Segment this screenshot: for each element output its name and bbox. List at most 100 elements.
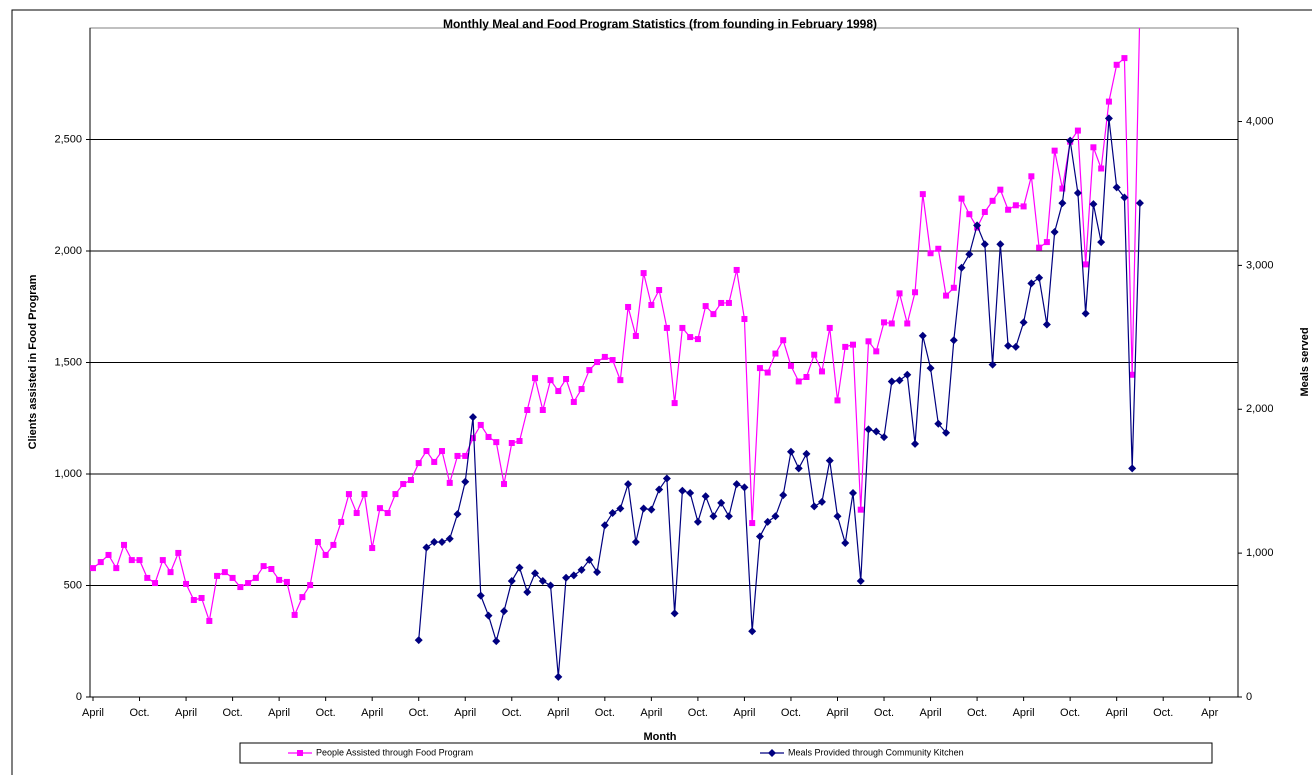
marker [1081, 309, 1090, 318]
marker [717, 498, 726, 507]
marker [918, 331, 927, 340]
marker [190, 596, 197, 603]
marker [648, 301, 655, 308]
marker [1129, 371, 1136, 378]
marker [1027, 279, 1036, 288]
marker [826, 324, 833, 331]
series-line [418, 118, 1141, 677]
marker [786, 447, 795, 456]
marker [732, 480, 741, 489]
marker [477, 421, 484, 428]
marker [880, 433, 889, 442]
marker [546, 581, 555, 590]
marker [128, 557, 135, 564]
marker [632, 332, 639, 339]
marker [1082, 261, 1089, 268]
marker [415, 460, 422, 467]
marker [1121, 55, 1128, 62]
marker [492, 637, 501, 646]
marker [655, 485, 664, 494]
marker [400, 481, 407, 488]
marker [330, 541, 337, 548]
marker [1036, 244, 1043, 251]
marker [392, 491, 399, 498]
marker [539, 406, 546, 413]
marker [1137, 3, 1143, 9]
x-tick-label: Oct. [595, 707, 615, 719]
marker [198, 594, 205, 601]
marker [531, 569, 540, 578]
x-tick-label: Oct. [874, 707, 894, 719]
marker [763, 517, 772, 526]
marker [996, 240, 1005, 249]
marker [957, 263, 966, 272]
marker [600, 521, 609, 530]
marker [554, 672, 563, 681]
marker [624, 480, 633, 489]
marker [136, 557, 143, 564]
marker [678, 486, 687, 495]
marker [1051, 147, 1058, 154]
y-tick-label: 2,000 [54, 245, 82, 257]
y2-tick-label: 3,000 [1246, 259, 1274, 271]
marker [934, 419, 943, 428]
marker [144, 574, 151, 581]
marker [912, 289, 919, 296]
marker [733, 266, 740, 273]
marker [1058, 199, 1067, 208]
x-tick-label: April [175, 707, 197, 719]
marker [414, 636, 423, 645]
marker [1019, 318, 1028, 327]
marker [97, 559, 104, 566]
marker [175, 549, 182, 556]
y2-axis-title: Meals served [1299, 327, 1311, 396]
marker [850, 341, 856, 348]
marker [973, 221, 982, 230]
marker [1098, 165, 1105, 172]
marker [501, 481, 508, 488]
marker [338, 518, 345, 525]
x-tick-label: April [268, 707, 290, 719]
marker [943, 292, 950, 299]
marker [794, 464, 803, 473]
marker [834, 397, 841, 404]
marker [516, 437, 523, 444]
marker [1050, 228, 1059, 237]
marker [485, 433, 492, 440]
marker [369, 545, 376, 552]
marker [741, 316, 748, 323]
marker [454, 452, 461, 459]
marker [307, 582, 314, 589]
marker [988, 360, 997, 369]
marker [1113, 61, 1120, 68]
marker [725, 299, 732, 306]
marker [779, 491, 788, 500]
marker [1128, 464, 1137, 473]
marker [453, 510, 462, 519]
marker [345, 491, 352, 498]
marker [608, 508, 617, 517]
marker [523, 588, 532, 597]
marker [299, 594, 306, 601]
marker [825, 456, 834, 465]
marker [508, 440, 515, 447]
marker [538, 577, 547, 586]
marker [787, 362, 794, 369]
marker [949, 336, 958, 345]
marker [562, 573, 571, 582]
marker [361, 491, 368, 498]
y2-tick-label: 0 [1246, 691, 1252, 703]
marker [903, 370, 912, 379]
marker [965, 250, 974, 259]
marker [609, 357, 616, 364]
y-tick-label: 1,000 [54, 468, 82, 480]
marker [701, 492, 710, 501]
marker [1135, 199, 1144, 208]
x-tick-label: April [1106, 707, 1128, 719]
marker [756, 365, 763, 372]
marker [768, 749, 776, 757]
marker [1105, 98, 1112, 105]
marker [469, 413, 477, 422]
x-tick-label: April [1013, 707, 1035, 719]
